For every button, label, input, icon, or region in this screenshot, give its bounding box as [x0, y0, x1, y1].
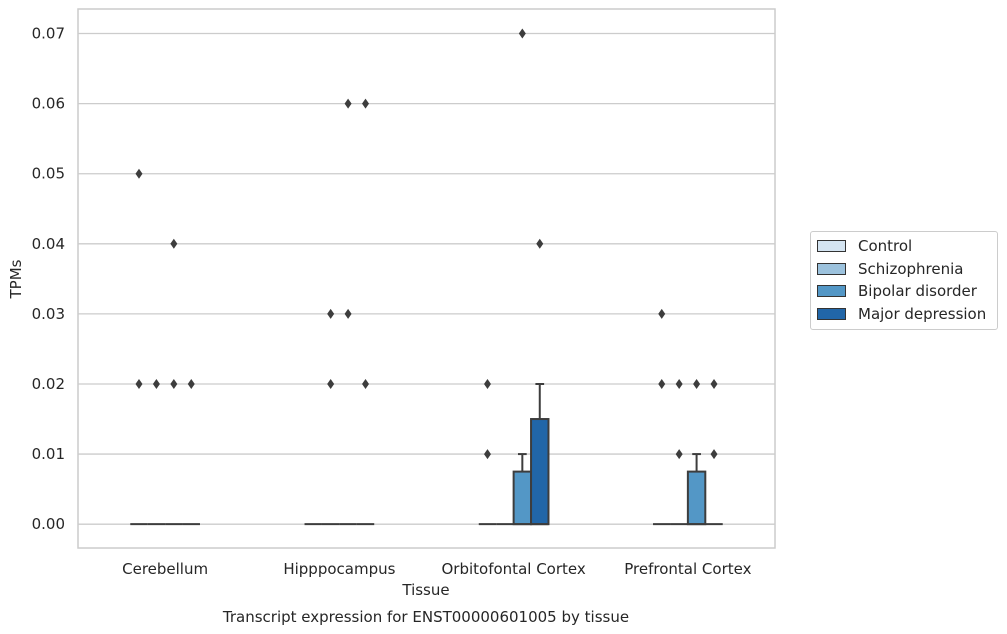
y-tick-label: 0.04	[32, 235, 65, 253]
box-group	[165, 238, 183, 526]
box	[686, 470, 707, 526]
y-tick-label: 0.00	[32, 515, 65, 533]
outlier-point	[518, 28, 526, 39]
box-group	[321, 308, 340, 526]
legend-item: Bipolar disorder	[811, 280, 997, 303]
x-axis-ticks: Cerebellum Hipppocampus Orbitofontal Corte…	[122, 560, 751, 578]
y-axis-ticks: 0.00 0.01 0.02 0.03 0.04 0.05 0.06 0.07	[32, 25, 65, 534]
x-tick-label: Prefrontal Cortex	[624, 560, 751, 578]
box-group	[512, 28, 533, 526]
outlier-point	[710, 378, 718, 389]
legend-swatch	[817, 285, 846, 298]
legend-label: Schizophrenia	[858, 259, 964, 278]
plot-marks	[130, 28, 723, 526]
chart-title: Transcript expression for ENST0000060100…	[222, 608, 629, 626]
y-tick-label: 0.06	[32, 95, 65, 113]
outlier-point	[710, 449, 718, 460]
box-group	[356, 98, 375, 526]
box	[512, 470, 533, 526]
outlier-point	[152, 378, 160, 389]
legend-swatch	[817, 307, 846, 320]
outlier-point	[536, 238, 544, 249]
x-tick-label: Orbitofontal Cortex	[442, 560, 586, 578]
y-tick-label: 0.07	[32, 25, 65, 43]
box-group	[653, 308, 671, 526]
box-group	[530, 238, 550, 526]
legend-swatch	[817, 240, 846, 253]
outlier-point	[327, 308, 335, 319]
legend-item: Schizophrenia	[811, 258, 997, 281]
box-group	[478, 378, 497, 526]
outlier-point	[327, 378, 335, 389]
gridlines	[78, 32, 775, 525]
box-group	[705, 378, 723, 526]
outlier-point	[693, 378, 701, 389]
box	[530, 418, 550, 526]
box-group	[130, 168, 148, 526]
outlier-point	[483, 378, 491, 389]
outlier-point	[187, 378, 195, 389]
legend-label: Bipolar disorder	[858, 282, 977, 301]
outlier-point	[344, 98, 352, 109]
plot-frame	[77, 8, 776, 549]
box-group	[686, 378, 707, 526]
outlier-point	[483, 449, 491, 460]
outlier-point	[135, 168, 143, 179]
outlier-point	[675, 449, 683, 460]
y-tick-label: 0.03	[32, 305, 65, 323]
outlier-point	[135, 378, 143, 389]
outlier-point	[362, 98, 370, 109]
legend: Control Schizophrenia Bipolar disorder Majo…	[810, 231, 998, 330]
x-tick-label: Cerebellum	[122, 560, 208, 578]
outlier-point	[675, 378, 683, 389]
outlier-point	[658, 378, 666, 389]
outlier-point	[658, 308, 666, 319]
box-group	[147, 378, 166, 526]
legend-item: Major depression	[811, 303, 997, 326]
x-tick-label: Hipppocampus	[283, 560, 395, 578]
y-tick-label: 0.05	[32, 165, 65, 183]
y-tick-label: 0.02	[32, 375, 65, 393]
legend-label: Major depression	[858, 304, 987, 323]
legend-swatch	[817, 262, 846, 275]
x-axis-label: Tissue	[401, 581, 449, 599]
box-group	[339, 98, 357, 526]
y-tick-label: 0.01	[32, 445, 65, 463]
outlier-point	[170, 238, 178, 249]
box-group	[670, 378, 688, 526]
legend-label: Control	[858, 237, 913, 256]
outlier-point	[362, 378, 370, 389]
legend-item: Control	[811, 235, 997, 258]
y-axis-label: TPMs	[7, 259, 25, 299]
outlier-point	[344, 308, 352, 319]
box-group	[182, 378, 200, 526]
outlier-point	[170, 378, 178, 389]
